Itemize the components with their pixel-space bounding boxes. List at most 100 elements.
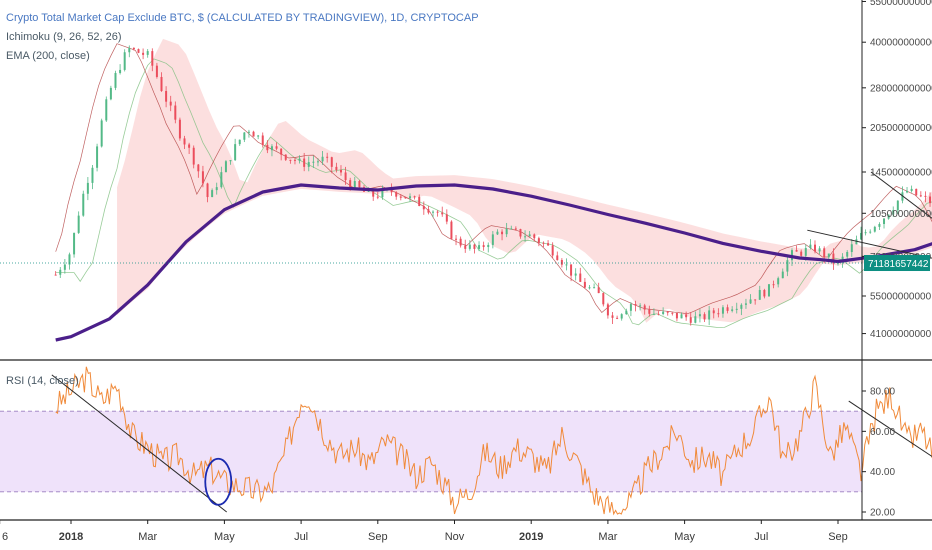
candle-body [901, 192, 904, 201]
candle-body [432, 211, 435, 213]
x-tick-label: Nov [445, 531, 465, 543]
candle-body [229, 160, 232, 162]
candle-body [616, 317, 619, 319]
candle-body [694, 316, 697, 323]
wedge-lower-trendline [807, 229, 932, 259]
candle-body [620, 314, 623, 319]
candle-body [869, 231, 872, 233]
candle-body [63, 264, 66, 270]
candle-body [321, 156, 324, 162]
candle-body [786, 260, 789, 272]
candle-body [892, 210, 895, 215]
candle-body [215, 187, 218, 191]
candle-body [293, 159, 296, 161]
candle-body [91, 167, 94, 183]
y-tick-label: 205000000000 [870, 123, 932, 134]
candle-body [726, 307, 729, 311]
current-price-badge [864, 255, 930, 272]
x-tick-label: Jul [754, 531, 768, 543]
candle-body [864, 232, 867, 234]
candle-body [82, 193, 85, 216]
candle-body [717, 313, 720, 315]
candle-body [855, 239, 858, 245]
candle-body [468, 244, 471, 249]
rsi-highlight-ellipse-1 [204, 457, 233, 506]
candle-body [800, 251, 803, 256]
candle-body [528, 234, 531, 237]
candle-body [542, 242, 545, 244]
candle-body [606, 304, 609, 316]
candle-body [201, 171, 204, 184]
candle-body [763, 289, 766, 297]
candle-body [266, 144, 269, 151]
candle-body [197, 164, 200, 172]
candle-body [860, 232, 863, 240]
candle-body [657, 313, 660, 315]
candle-body [795, 250, 798, 252]
candle-body [178, 119, 181, 139]
candle-body [289, 159, 292, 161]
candle-body [303, 158, 306, 167]
x-tick-label: May [214, 531, 235, 543]
candle-body [358, 181, 361, 188]
candle-body [119, 69, 122, 73]
candle-body [257, 135, 260, 137]
candle-body [671, 312, 674, 314]
current-price-label: 71181657442 [868, 259, 929, 270]
candle-body [326, 156, 329, 158]
chart-title: Crypto Total Market Cap Exclude BTC, $ (… [6, 12, 479, 24]
wedge-upper-trendline [870, 171, 932, 219]
candle-body [270, 146, 273, 151]
candle-body [344, 172, 347, 181]
candle-body [496, 231, 499, 235]
candle-body [298, 158, 301, 161]
candle-body [501, 231, 504, 235]
candle-body [137, 49, 140, 53]
candle-body [883, 218, 886, 225]
rsi-line [55, 366, 932, 516]
candle-body [123, 52, 126, 70]
candle-body [395, 192, 398, 197]
x-tick-label: Mar [138, 531, 157, 543]
y-tick-label: 550000000000 [870, 0, 932, 8]
x-tick-label: Jul [294, 531, 308, 543]
candle-body [390, 189, 393, 193]
ichimoku-base-line [55, 43, 932, 315]
candle-body [919, 195, 922, 197]
candle-body [155, 65, 158, 77]
candle-body [643, 305, 646, 310]
rsi-pane [0, 366, 932, 516]
candle-body [593, 287, 596, 289]
candle-body [339, 169, 342, 173]
x-tick-label: 6 [2, 531, 8, 543]
candle-body [399, 196, 402, 198]
candle-body [827, 253, 830, 258]
candle-body [579, 273, 582, 282]
candle-body [712, 310, 715, 314]
candle-body [537, 238, 540, 243]
candle-body [54, 274, 57, 276]
candle-body [160, 76, 163, 92]
price-pane [0, 38, 932, 342]
candle-body [114, 72, 117, 88]
candle-body [749, 299, 752, 304]
rsi-y-tick-label: 60.00 [870, 427, 895, 438]
x-tick-label: 2019 [519, 531, 543, 543]
candle-body [906, 190, 909, 193]
candle-body [413, 196, 416, 198]
candle-body [519, 229, 522, 237]
candle-body [335, 166, 338, 170]
x-tick-label: Sep [368, 531, 388, 543]
candle-body [436, 211, 439, 213]
candle-body [505, 228, 508, 235]
candle-body [731, 309, 734, 311]
candle-body [560, 260, 563, 265]
candle-body [151, 51, 154, 66]
candle-body [721, 307, 724, 314]
candle-body [441, 212, 444, 215]
candle-body [708, 310, 711, 320]
candle-body [625, 310, 628, 315]
candle-body [307, 162, 310, 167]
candle-body [666, 311, 669, 313]
